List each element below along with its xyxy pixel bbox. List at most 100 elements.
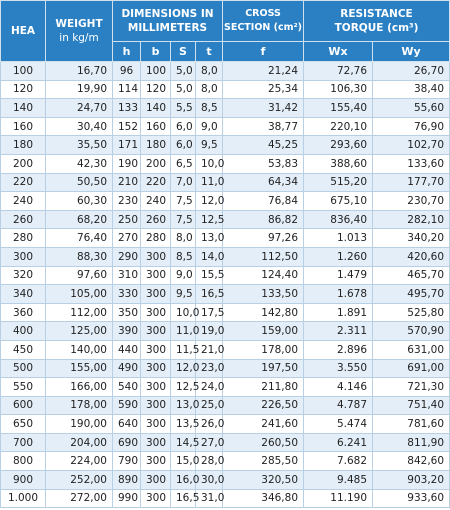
table-row: 700 204,00 690 300 14,5 27,0 260,50 6.241 811,90 bbox=[0, 432, 450, 453]
table-cell: 13,5 bbox=[170, 414, 199, 434]
table-cell: 72,76 bbox=[303, 61, 374, 81]
table-cell: 45,25 bbox=[222, 135, 305, 155]
table-cell: 400 bbox=[0, 321, 46, 341]
table-cell: 2.311 bbox=[303, 321, 374, 341]
table-cell: 240 bbox=[0, 191, 46, 211]
table-cell: 200 bbox=[0, 153, 46, 174]
table-cell: 14,0 bbox=[194, 246, 224, 267]
table-cell: 8,0 bbox=[194, 79, 224, 100]
table-cell: 280 bbox=[0, 228, 46, 248]
table-cell: 178,00 bbox=[222, 339, 305, 360]
table-cell: 7,0 bbox=[170, 172, 196, 193]
sub-header: f bbox=[222, 41, 305, 62]
table-cell: 440 bbox=[112, 339, 141, 360]
table-cell: 13,0 bbox=[194, 228, 224, 248]
table-cell: 691,00 bbox=[372, 358, 450, 379]
table-cell: 450 bbox=[0, 339, 46, 360]
header-text: MILLIMETERS bbox=[127, 22, 208, 34]
table-cell: 28,0 bbox=[194, 451, 224, 472]
table-cell: 2.896 bbox=[303, 339, 374, 360]
table-cell: 811,90 bbox=[372, 432, 450, 453]
table-cell: 68,20 bbox=[45, 209, 113, 230]
table-cell: 1.000 bbox=[0, 488, 46, 509]
table-row: 120 19,90 114 120 5,0 8,0 25,34 106,30 38,40 bbox=[0, 79, 450, 100]
table-cell: 190 bbox=[112, 153, 141, 174]
table-row: 550 166,00 540 300 12,5 24,0 211,80 4.146 721,30 bbox=[0, 377, 450, 397]
table-cell: 220 bbox=[0, 172, 46, 193]
table-cell: 12,5 bbox=[170, 377, 199, 397]
header-cell: CROSS SECTION (cm²) bbox=[222, 0, 305, 42]
table-cell: 900 bbox=[0, 470, 46, 490]
table-cell: 300 bbox=[140, 265, 171, 286]
table-row: 160 30,40 152 160 6,0 9,0 38,77 220,10 76,90 bbox=[0, 116, 450, 137]
table-cell: 15,5 bbox=[194, 265, 224, 286]
table-cell: 250 bbox=[112, 209, 141, 230]
table-cell: 650 bbox=[0, 414, 46, 434]
table-cell: 25,0 bbox=[194, 395, 224, 416]
table-cell: 420,60 bbox=[372, 246, 450, 267]
header-text: HEA bbox=[10, 25, 36, 37]
table-cell: 105,00 bbox=[45, 284, 113, 304]
table-cell: 124,40 bbox=[222, 265, 305, 286]
table-cell: 112,00 bbox=[45, 302, 113, 323]
table-cell: 180 bbox=[140, 135, 171, 155]
table-cell: 11.190 bbox=[303, 488, 374, 509]
table-cell: 190,00 bbox=[45, 414, 113, 434]
table-cell: 140 bbox=[140, 98, 171, 118]
table-cell: 178,00 bbox=[45, 395, 113, 416]
table-cell: 6,0 bbox=[170, 135, 196, 155]
table-cell: 1.013 bbox=[303, 228, 374, 248]
table-cell: 8,0 bbox=[170, 228, 196, 248]
table-cell: 35,50 bbox=[45, 135, 113, 155]
table-cell: 7,5 bbox=[170, 209, 196, 230]
table-row: 240 60,30 230 240 7,5 12,0 76,84 675,10 230,70 bbox=[0, 191, 450, 211]
table-cell: 24,0 bbox=[194, 377, 224, 397]
table-cell: 360 bbox=[0, 302, 46, 323]
table-cell: 350 bbox=[112, 302, 141, 323]
table-cell: 280 bbox=[140, 228, 171, 248]
table-cell: 60,30 bbox=[45, 191, 113, 211]
table-cell: 781,60 bbox=[372, 414, 450, 434]
table-cell: 210 bbox=[112, 172, 141, 193]
table-cell: 19,0 bbox=[194, 321, 224, 341]
table-row: 600 178,00 590 300 13,0 25,0 226,50 4.787 751,40 bbox=[0, 395, 450, 416]
table-cell: 76,84 bbox=[222, 191, 305, 211]
table-cell: 9,5 bbox=[194, 135, 224, 155]
table-cell: 346,80 bbox=[222, 488, 305, 509]
header-cell: WEIGHT in kg/m bbox=[45, 0, 113, 62]
table-row: 140 24,70 133 140 5,5 8,5 31,42 155,40 55,60 bbox=[0, 98, 450, 118]
table-cell: 23,0 bbox=[194, 358, 224, 379]
table-cell: 100 bbox=[140, 61, 171, 81]
table-cell: 300 bbox=[140, 302, 171, 323]
table-cell: 102,70 bbox=[372, 135, 450, 155]
table-cell: 690 bbox=[112, 432, 141, 453]
table-cell: 6,0 bbox=[170, 116, 196, 137]
table-cell: 14,5 bbox=[170, 432, 199, 453]
table-cell: 55,60 bbox=[372, 98, 450, 118]
table-cell: 25,34 bbox=[222, 79, 305, 100]
table-cell: 890 bbox=[112, 470, 141, 490]
table-cell: 290 bbox=[112, 246, 141, 267]
table-cell: 1.260 bbox=[303, 246, 374, 267]
table-cell: 226,50 bbox=[222, 395, 305, 416]
table-cell: 842,60 bbox=[372, 451, 450, 472]
table-row: 320 97,60 310 300 9,0 15,5 124,40 1.479 465,70 bbox=[0, 265, 450, 286]
table-cell: 282,10 bbox=[372, 209, 450, 230]
table-cell: 260,50 bbox=[222, 432, 305, 453]
table-cell: 590 bbox=[112, 395, 141, 416]
table-cell: 106,30 bbox=[303, 79, 374, 100]
table-cell: 490 bbox=[112, 358, 141, 379]
table-cell: 320 bbox=[0, 265, 46, 286]
header-text: in kg/m bbox=[59, 32, 99, 44]
sub-header: S bbox=[170, 41, 196, 62]
table-row: 340 105,00 330 300 9,5 16,5 133,50 1.678 495,70 bbox=[0, 284, 450, 304]
header-cell: DIMENSIONS IN MILLIMETERS bbox=[111, 0, 224, 42]
table-cell: 300 bbox=[140, 488, 171, 509]
table-cell: 100 bbox=[0, 61, 46, 81]
table-cell: 9,5 bbox=[170, 284, 196, 304]
table-cell: 836,40 bbox=[303, 209, 374, 230]
table-cell: 31,0 bbox=[194, 488, 224, 509]
table-cell: 1.678 bbox=[303, 284, 374, 304]
table-cell: 6.241 bbox=[303, 432, 374, 453]
table-cell: 26,70 bbox=[372, 61, 450, 81]
